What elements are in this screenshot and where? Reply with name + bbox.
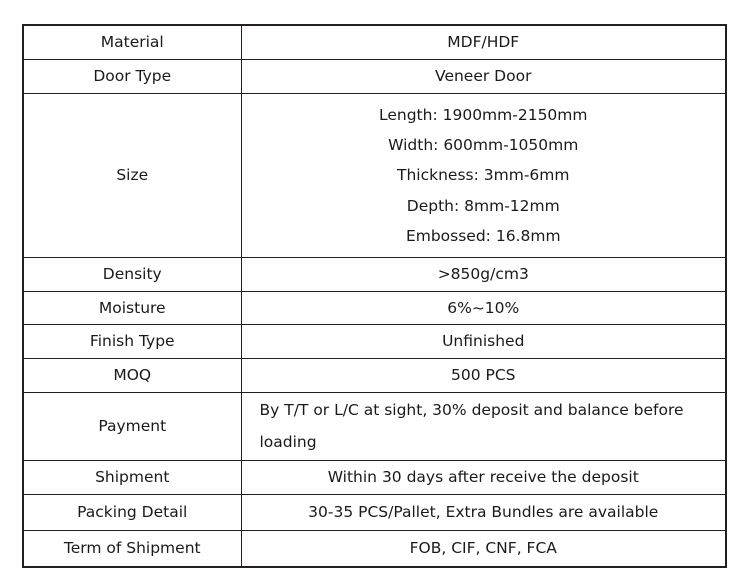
specification-table: Material MDF/HDF Door Type Veneer Door S… (22, 24, 727, 568)
size-line-thickness: Thickness: 3mm-6mm (397, 166, 570, 185)
row-label-moisture: Moisture (22, 290, 242, 326)
row-value-density: >850g/cm3 (240, 257, 727, 292)
row-value-moisture: 6%~10% (240, 290, 727, 326)
size-line-depth: Depth: 8mm-12mm (406, 196, 560, 215)
table-row: Term of Shipment FOB, CIF, CNF, FCA (22, 530, 727, 568)
row-value-finish-type: Unfinished (240, 324, 727, 360)
specification-table-container: Material MDF/HDF Door Type Veneer Door S… (22, 24, 727, 568)
row-value-payment: By T/T or L/C at sight, 30% deposit and … (240, 391, 727, 462)
row-value-shipment: Within 30 days after receive the deposit (240, 460, 727, 496)
table-row: MOQ 500 PCS (22, 358, 727, 393)
table-row: Density >850g/cm3 (22, 257, 727, 292)
row-value-material: MDF/HDF (240, 24, 727, 60)
table-row: Shipment Within 30 days after receive th… (22, 460, 727, 496)
size-line-embossed: Embossed: 16.8mm (405, 226, 561, 245)
table-row: Packing Detail 30-35 PCS/Pallet, Extra B… (22, 494, 727, 532)
table-row: Moisture 6%~10% (22, 290, 727, 326)
specification-table-body: Material MDF/HDF Door Type Veneer Door S… (22, 24, 727, 568)
row-label-moq: MOQ (22, 358, 242, 393)
row-label-door-type: Door Type (22, 59, 242, 94)
row-value-term-of-shipment: FOB, CIF, CNF, FCA (240, 530, 727, 568)
row-value-packing-detail: 30-35 PCS/Pallet, Extra Bundles are avai… (240, 494, 727, 532)
row-label-packing-detail: Packing Detail (22, 494, 242, 532)
row-label-density: Density (22, 257, 242, 292)
table-row: Finish Type Unfinished (22, 324, 727, 360)
size-line-length: Length: 1900mm-2150mm (379, 106, 588, 124)
row-label-finish-type: Finish Type (22, 324, 242, 360)
row-value-moq: 500 PCS (240, 358, 727, 393)
row-label-shipment: Shipment (22, 460, 242, 496)
size-line-width: Width: 600mm-1050mm (388, 136, 579, 155)
table-row: Payment By T/T or L/C at sight, 30% depo… (22, 391, 727, 462)
row-value-size: Length: 1900mm-2150mm Width: 600mm-1050m… (240, 92, 727, 259)
row-value-door-type: Veneer Door (240, 59, 727, 94)
table-row: Size Length: 1900mm-2150mm Width: 600mm-… (22, 92, 727, 259)
row-label-payment: Payment (22, 391, 242, 462)
row-label-size: Size (22, 92, 242, 259)
table-row: Door Type Veneer Door (22, 59, 727, 94)
table-row: Material MDF/HDF (22, 24, 727, 60)
row-label-material: Material (22, 24, 242, 60)
row-label-term-of-shipment: Term of Shipment (22, 530, 242, 568)
